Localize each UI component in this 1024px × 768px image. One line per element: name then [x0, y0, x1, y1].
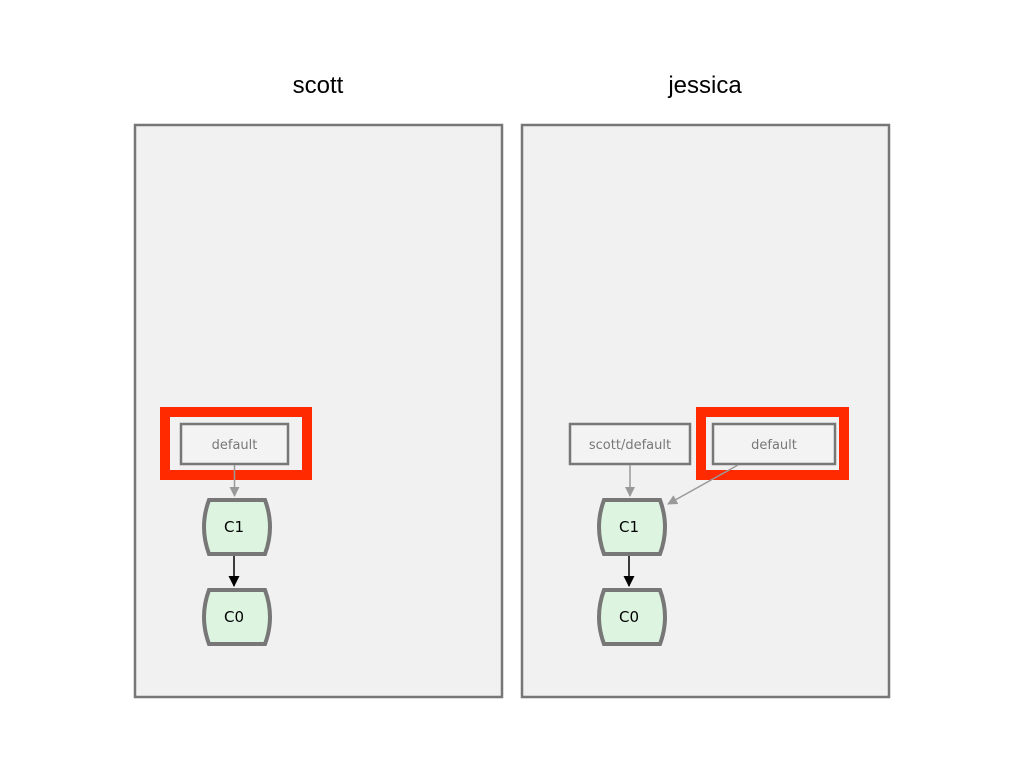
commit-label-scott-c0: C0	[224, 608, 244, 626]
commit-node-jessica-c1	[597, 498, 667, 556]
highlight-frame-scott-default	[160, 407, 312, 480]
panel-title-scott: scott	[293, 72, 344, 99]
panel-scott: scott default C1 C0	[133, 72, 504, 699]
commit-label-jessica-c1: C1	[619, 518, 639, 536]
branch-arrow-jessica-default	[667, 464, 739, 505]
branch-label-scott-default: default	[212, 438, 258, 453]
commit-label-jessica-c0: C0	[619, 608, 639, 626]
commit-label-scott-c1: C1	[224, 518, 244, 536]
branch-label-jessica-scott-default: scott/default	[589, 438, 671, 453]
branch-box-jessica-default	[711, 422, 837, 466]
commit-node-jessica-c0	[597, 588, 667, 646]
branch-box-jessica-scott-default	[568, 422, 692, 466]
branch-box-scott-default	[179, 422, 290, 466]
commit-node-scott-c1	[202, 498, 272, 556]
branch-label-jessica-default: default	[751, 438, 797, 453]
panel-jessica: jessica scott/default default C1 C0	[520, 72, 891, 699]
commit-node-scott-c0	[202, 588, 272, 646]
panel-title-jessica: jessica	[667, 72, 742, 99]
highlight-frame-jessica-default	[696, 407, 849, 480]
